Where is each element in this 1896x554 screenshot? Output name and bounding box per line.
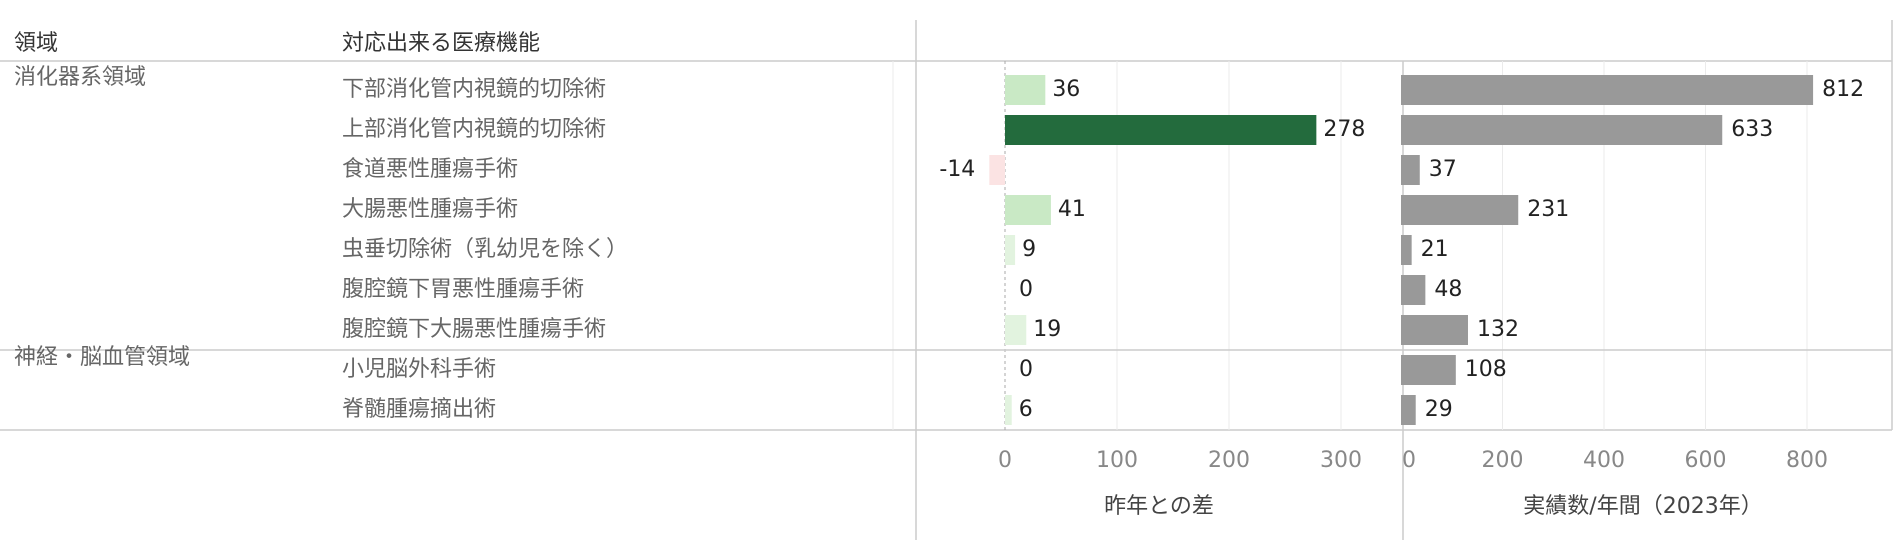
diff-bar [1005,115,1317,145]
header-function: 対応出来る医療機能 [342,31,540,56]
header-domain: 領域 [14,31,58,56]
diff-value-label: 0 [1019,357,1033,382]
total-value-label: 633 [1731,117,1773,142]
diff-bar [1005,195,1051,225]
category-label: 大腸悪性腫瘍手術 [342,197,518,222]
category-label: 腹腔鏡下胃悪性腫瘍手術 [342,277,584,302]
total-axis-title: 実績数/年間（2023年） [1523,494,1762,519]
total-tick-label: 400 [1583,448,1625,473]
diff-tick-label: 200 [1208,448,1250,473]
category-label: 食道悪性腫瘍手術 [342,157,518,182]
category-label: 下部消化管内視鏡的切除術 [342,77,606,102]
total-tick-label: 200 [1482,448,1524,473]
group-label: 消化器系領域 [14,65,146,90]
total-bar [1401,115,1723,145]
group-label: 神経・脳血管領域 [14,345,190,370]
diff-tick-label: 300 [1320,448,1362,473]
diff-value-label: -14 [939,157,975,182]
diff-axis-title: 昨年との差 [1104,494,1214,519]
total-tick-label: 800 [1786,448,1828,473]
total-tick-label: 0 [1402,448,1416,473]
total-value-label: 29 [1425,397,1453,422]
diff-bar [989,155,1005,185]
total-value-label: 21 [1421,237,1449,262]
total-tick-label: 600 [1685,448,1727,473]
total-value-label: 812 [1822,77,1864,102]
diff-value-label: 278 [1323,117,1365,142]
category-label: 上部消化管内視鏡的切除術 [342,117,606,142]
diff-value-label: 0 [1019,277,1033,302]
total-bar [1401,155,1420,185]
category-label: 小児脳外科手術 [342,357,496,382]
total-value-label: 231 [1527,197,1569,222]
diff-value-label: 36 [1052,77,1080,102]
diff-value-label: 41 [1058,197,1086,222]
total-bar [1401,355,1456,385]
total-value-label: 132 [1477,317,1519,342]
total-bar [1401,395,1416,425]
total-bar [1401,315,1468,345]
diff-value-label: 19 [1033,317,1061,342]
diff-bar [1005,235,1016,265]
category-label: 腹腔鏡下大腸悪性腫瘍手術 [342,317,606,342]
diff-bar [1005,75,1046,105]
diff-value-label: 6 [1019,397,1033,422]
diff-bar [1005,395,1012,425]
total-value-label: 37 [1429,157,1457,182]
total-bar [1401,235,1412,265]
total-bar [1401,275,1426,305]
diff-tick-label: 0 [998,448,1012,473]
total-bar [1401,75,1814,105]
category-label: 脊髄腫瘍摘出術 [342,397,496,422]
category-label: 虫垂切除術（乳幼児を除く） [342,237,628,262]
total-value-label: 108 [1465,357,1507,382]
total-bar [1401,195,1519,225]
diff-value-label: 9 [1022,237,1036,262]
diff-bar [1005,315,1027,345]
diff-tick-label: 100 [1096,448,1138,473]
total-value-label: 48 [1434,277,1462,302]
